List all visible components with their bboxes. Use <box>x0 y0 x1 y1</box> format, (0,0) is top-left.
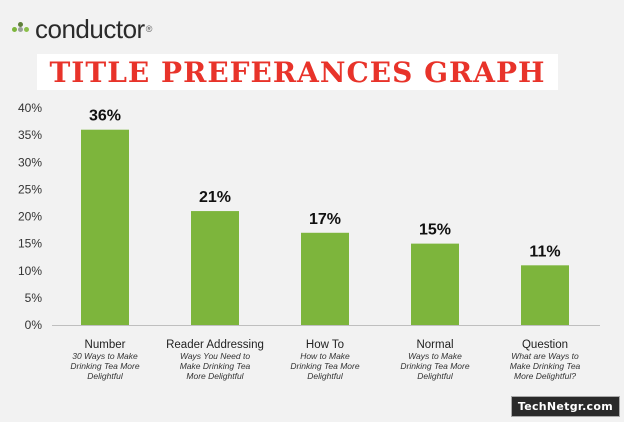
bar <box>411 243 459 325</box>
category-sublabel: Ways to Make <box>408 351 462 361</box>
data-label: 17% <box>309 211 341 228</box>
y-tick-label: 30% <box>18 155 42 169</box>
y-tick-label: 10% <box>18 264 42 278</box>
category-sublabel: How to Make <box>300 351 350 361</box>
category-label: How To <box>306 339 344 351</box>
bar <box>521 265 569 325</box>
title-banner: TITLE PREFERANCES GRAPH <box>37 54 558 90</box>
category-sublabel: Drinking Tea More <box>290 361 359 371</box>
category-sublabel: Delightful <box>307 371 344 381</box>
y-tick-label: 15% <box>18 237 42 251</box>
data-label: 21% <box>199 189 231 206</box>
chart-title: TITLE PREFERANCES GRAPH <box>49 55 546 89</box>
data-label: 11% <box>529 243 560 260</box>
category-sublabel: 30 Ways to Make <box>72 351 138 361</box>
y-tick-label: 25% <box>18 182 42 196</box>
bar <box>81 129 129 325</box>
category-sublabel: More Delightful <box>186 371 244 381</box>
data-label: 15% <box>419 222 451 239</box>
category-sublabel: Drinking Tea More <box>70 361 139 371</box>
category-sublabel: Make Drinking Tea <box>180 361 251 371</box>
y-tick-label: 5% <box>25 291 43 305</box>
conductor-logo: conductor ® <box>12 16 152 42</box>
category-sublabel: Delightful <box>87 371 124 381</box>
data-label: 36% <box>89 108 121 125</box>
category-label: Normal <box>416 339 453 351</box>
category-sublabel: Make Drinking Tea <box>510 361 581 371</box>
watermark: TechNetgr.com <box>510 396 620 417</box>
y-tick-label: 0% <box>25 318 43 332</box>
category-label: Reader Addressing <box>166 339 264 351</box>
category-sublabel: Ways You Need to <box>180 351 250 361</box>
logo-registered-mark: ® <box>145 24 153 34</box>
logo-dots-icon <box>12 22 32 36</box>
y-tick-label: 40% <box>18 101 42 115</box>
category-sublabel: More Delightful? <box>514 371 576 381</box>
category-label: Question <box>522 339 568 351</box>
category-sublabel: Delightful <box>417 371 454 381</box>
category-sublabel: What are Ways to <box>511 351 579 361</box>
category-sublabel: Drinking Tea More <box>400 361 469 371</box>
logo-text: conductor <box>35 14 145 44</box>
bar <box>191 211 239 325</box>
category-label: Number <box>85 339 126 351</box>
y-tick-label: 20% <box>18 210 42 224</box>
bar <box>301 232 349 325</box>
y-tick-label: 35% <box>18 128 42 142</box>
